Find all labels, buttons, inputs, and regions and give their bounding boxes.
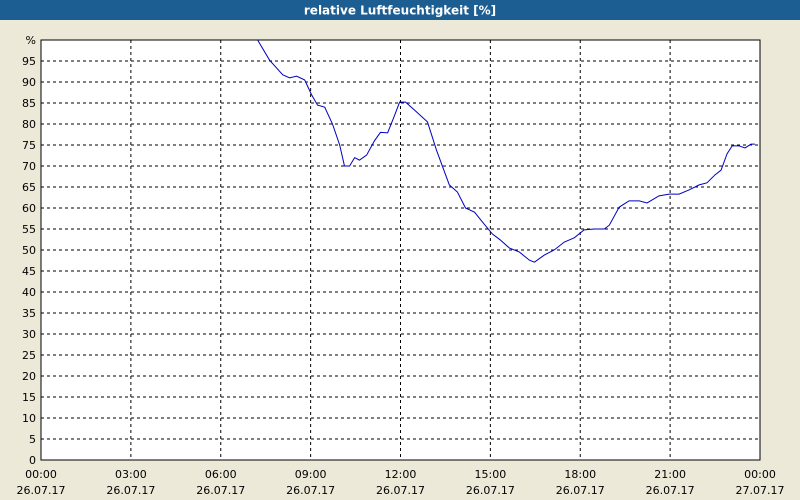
x-tick-label: 09:00 (295, 468, 327, 481)
y-tick-label: % (26, 34, 36, 47)
y-tick-label: 15 (22, 391, 36, 404)
x-tick-label: 15:00 (475, 468, 507, 481)
x-tick-label: 00:00 (744, 468, 776, 481)
x-tick-date: 27.07.17 (736, 484, 785, 497)
x-tick-label: 03:00 (115, 468, 147, 481)
y-tick-label: 35 (22, 307, 36, 320)
y-tick-label: 90 (22, 76, 36, 89)
y-tick-label: 70 (22, 160, 36, 173)
x-tick-label: 21:00 (654, 468, 686, 481)
y-tick-label: 95 (22, 55, 36, 68)
y-tick-label: 5 (29, 433, 36, 446)
y-tick-label: 0 (29, 454, 36, 467)
y-tick-label: 10 (22, 412, 36, 425)
x-tick-label: 12:00 (385, 468, 417, 481)
y-tick-label: 85 (22, 97, 36, 110)
y-tick-label: 25 (22, 349, 36, 362)
x-tick-date: 26.07.17 (646, 484, 695, 497)
y-tick-label: 75 (22, 139, 36, 152)
x-tick-label: 06:00 (205, 468, 237, 481)
y-tick-label: 40 (22, 286, 36, 299)
y-tick-label: 45 (22, 265, 36, 278)
x-tick-date: 26.07.17 (17, 484, 66, 497)
y-tick-label: 80 (22, 118, 36, 131)
y-tick-label: 50 (22, 244, 36, 257)
y-tick-label: 60 (22, 202, 36, 215)
y-tick-label: 20 (22, 370, 36, 383)
x-tick-date: 26.07.17 (106, 484, 155, 497)
x-tick-date: 26.07.17 (466, 484, 515, 497)
x-tick-date: 26.07.17 (376, 484, 425, 497)
chart-title: relative Luftfeuchtigkeit [%] (304, 4, 496, 18)
y-tick-label: 55 (22, 223, 36, 236)
x-tick-date: 26.07.17 (556, 484, 605, 497)
title-bar (0, 0, 800, 20)
y-tick-label: 30 (22, 328, 36, 341)
x-tick-label: 18:00 (564, 468, 596, 481)
x-tick-date: 26.07.17 (196, 484, 245, 497)
y-tick-label: 65 (22, 181, 36, 194)
data-line (257, 39, 755, 263)
x-tick-label: 00:00 (25, 468, 57, 481)
x-tick-date: 26.07.17 (286, 484, 335, 497)
